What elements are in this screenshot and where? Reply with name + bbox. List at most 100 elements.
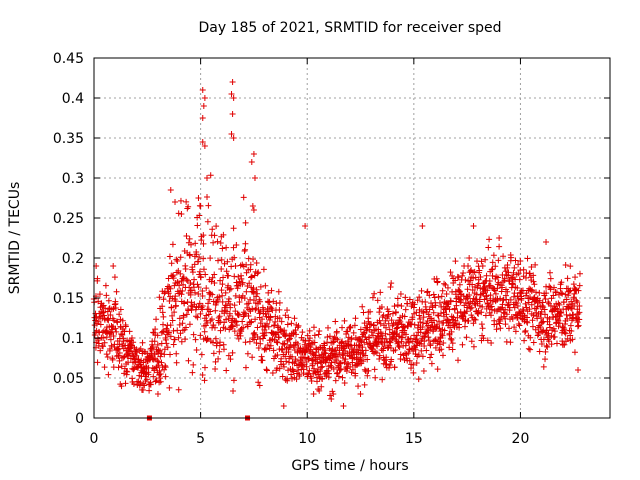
data-point [510, 269, 517, 276]
data-point-outlier [280, 403, 287, 409]
data-point [311, 339, 318, 346]
data-point [268, 287, 275, 294]
data-point [564, 315, 571, 322]
data-point [200, 240, 207, 247]
data-point [151, 338, 158, 345]
data-point [196, 212, 203, 219]
data-point [501, 275, 508, 282]
data-point [318, 364, 325, 371]
data-point [197, 332, 204, 339]
data-point [271, 322, 278, 329]
data-point [216, 313, 223, 320]
data-point [571, 349, 578, 356]
data-point [205, 300, 212, 307]
data-point [219, 298, 226, 305]
data-point [434, 278, 441, 285]
data-point [350, 329, 357, 336]
data-point [101, 312, 108, 319]
data-point [415, 376, 422, 383]
data-point [194, 222, 201, 229]
data-point [528, 301, 535, 308]
data-point [506, 325, 513, 332]
data-point [156, 294, 163, 301]
data-point [201, 364, 208, 371]
data-point-outlier [195, 195, 202, 201]
data-point [418, 347, 425, 354]
data-point [560, 324, 567, 331]
data-point [365, 367, 372, 374]
data-point [341, 380, 348, 387]
data-point-outlier [250, 207, 257, 213]
data-point [99, 303, 106, 310]
data-point [444, 284, 451, 291]
data-point [359, 303, 366, 310]
data-point [220, 231, 227, 238]
data-point [411, 321, 418, 328]
data-point [510, 280, 517, 287]
data-point [551, 284, 558, 291]
data-point [359, 344, 366, 351]
data-point [357, 326, 364, 333]
data-point [245, 313, 252, 320]
data-point [324, 339, 331, 346]
data-point-outlier [197, 203, 204, 209]
data-point [226, 286, 233, 293]
data-point [276, 365, 283, 372]
data-point [398, 303, 405, 310]
data-point [287, 344, 294, 351]
data-point [266, 298, 273, 305]
data-point [274, 365, 281, 372]
data-point [227, 304, 234, 311]
data-point [492, 290, 499, 297]
data-point [201, 328, 208, 335]
data-point [444, 299, 451, 306]
data-point [232, 263, 239, 270]
data-point [293, 376, 300, 383]
data-point [436, 325, 443, 332]
data-point [194, 281, 201, 288]
data-point [175, 386, 182, 393]
data-point [239, 318, 246, 325]
data-point [476, 267, 483, 274]
data-point [255, 344, 262, 351]
data-point [329, 388, 336, 395]
data-point [331, 348, 338, 355]
data-point [347, 363, 354, 370]
data-point [174, 257, 181, 264]
data-point [538, 341, 545, 348]
data-point [167, 322, 174, 329]
data-point [279, 346, 286, 353]
data-point [257, 320, 264, 327]
data-point [165, 275, 172, 282]
data-point [508, 254, 515, 261]
data-point [235, 273, 242, 280]
data-point [437, 310, 444, 317]
data-point [446, 306, 453, 313]
data-point [376, 352, 383, 359]
y-tick-label: 0.35 [53, 131, 84, 147]
data-point-outlier [154, 391, 161, 397]
data-point [338, 339, 345, 346]
data-point [120, 338, 127, 345]
data-point [443, 291, 450, 298]
data-point [191, 276, 198, 283]
data-point-outlier [228, 91, 235, 97]
data-point [210, 350, 217, 357]
data-point [192, 336, 199, 343]
data-point [238, 275, 245, 282]
data-point [113, 328, 120, 335]
data-point [558, 289, 565, 296]
data-point [379, 376, 386, 383]
x-tick-label: 20 [512, 431, 530, 447]
data-point [447, 324, 454, 331]
data-point [260, 266, 267, 273]
data-point [296, 371, 303, 378]
data-point [394, 295, 401, 302]
data-point [357, 337, 364, 344]
data-point [195, 291, 202, 298]
data-point [191, 301, 198, 308]
data-point [245, 255, 252, 262]
data-point [478, 321, 485, 328]
data-point [418, 287, 425, 294]
data-point [250, 330, 257, 337]
